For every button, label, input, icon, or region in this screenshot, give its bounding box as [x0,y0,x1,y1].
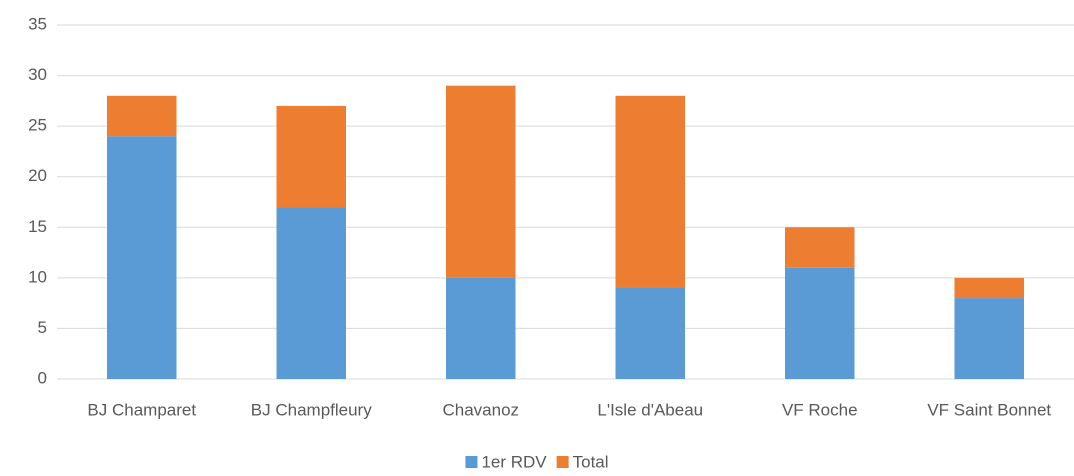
bar-segment [276,105,346,208]
y-tick-label: 35 [28,14,47,33]
bar-segment [615,287,685,379]
bar-segment [954,298,1024,379]
y-tick-label: 5 [38,318,47,337]
x-tick-label: BJ Champfleury [251,400,372,419]
bar-segment [276,207,346,379]
x-tick-label: VF Saint Bonnet [927,400,1051,419]
bar-segment [615,95,685,288]
y-tick-label: 0 [38,368,47,387]
x-tick-label: VF Roche [782,400,858,419]
legend-label: Total [573,452,609,471]
bar-segment [785,227,855,268]
legend-swatch [465,456,478,468]
bar-segment [446,85,516,278]
bar-segment [785,267,855,379]
y-tick-label: 25 [28,116,47,135]
bar-segment [107,95,177,137]
legend-swatch [556,456,569,468]
y-tick-label: 10 [28,267,47,286]
x-tick-label: Chavanoz [442,400,519,419]
bar-segment [954,277,1024,299]
bar-segment [107,136,177,379]
legend-label: 1er RDV [481,452,547,471]
y-tick-label: 15 [28,217,47,236]
y-tick-label: 30 [28,65,47,84]
y-tick-label: 20 [28,166,47,185]
x-tick-label: BJ Champaret [87,400,196,419]
bar-segment [446,277,516,379]
x-tick-label: L'Isle d'Abeau [597,400,703,419]
